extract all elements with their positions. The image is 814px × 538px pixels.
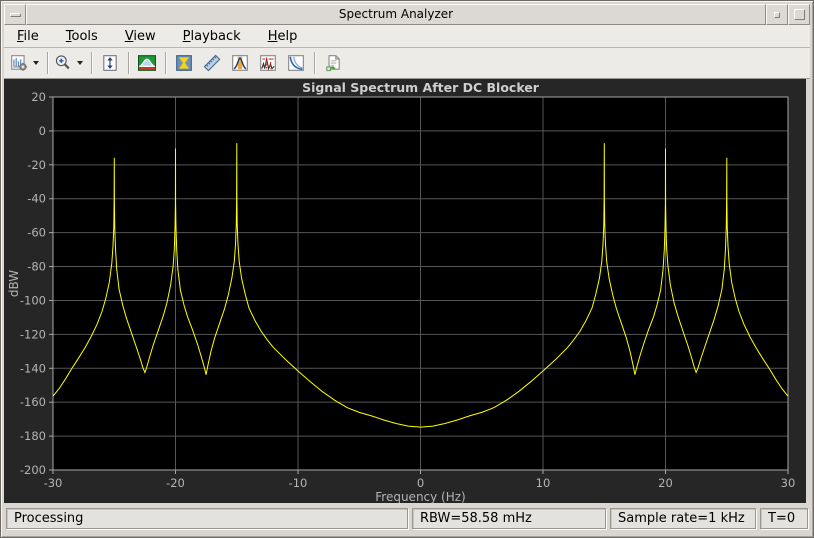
maximize-button[interactable] — [788, 4, 810, 25]
spectrum-plot[interactable]: -30 -20 -10 0 10 20 30200-20-40-60-80-100-120-… — [4, 79, 806, 503]
fit-view-icon — [101, 54, 119, 72]
minimize-button[interactable] — [766, 4, 788, 25]
ruler-icon — [203, 54, 221, 72]
y-tick-label: -40 — [27, 192, 46, 206]
measurements-button[interactable] — [199, 50, 225, 76]
plot-panel: -30 -20 -10 0 10 20 30 20 0 -20 -40 -60 -80 -100 -120-… — [4, 79, 806, 503]
distortion-icon — [259, 54, 277, 72]
window-menu-icon — [9, 12, 21, 17]
toolbar — [4, 48, 810, 79]
chart-title: Signal Spectrum After DC Blocker — [302, 80, 540, 95]
status-processing: Processing — [6, 508, 408, 529]
zoom-button[interactable] — [53, 50, 86, 76]
spectrum-icon — [138, 54, 156, 72]
menu-item-help[interactable]: Help — [267, 28, 298, 44]
menubar: File Tools View Playback Help — [4, 25, 810, 48]
spectrum-spectrogram-button[interactable] — [134, 50, 160, 76]
y-axis-label: dBW — [7, 270, 21, 297]
fit-to-view-button[interactable] — [97, 50, 123, 76]
y-tick-label: -20 — [27, 158, 46, 172]
x-tick-label: -30 — [44, 476, 63, 490]
maximize-icon — [793, 9, 805, 20]
window-menu-button[interactable] — [4, 4, 26, 25]
y-tick-label: -140 — [20, 361, 46, 375]
zoom-in-icon — [54, 54, 72, 72]
distortion-measurements-button[interactable] — [255, 50, 281, 76]
spectrum-trace — [52, 143, 789, 428]
x-tick-label: 20 — [658, 476, 673, 490]
generate-script-button[interactable] — [320, 50, 346, 76]
x-tick-label: -10 — [289, 476, 308, 490]
status-time: T=0 — [760, 508, 808, 529]
x-tick-label: 10 — [536, 476, 551, 490]
toolbar-separator — [314, 52, 315, 74]
y-tick-label: -60 — [27, 226, 46, 240]
spectrum-settings-button[interactable] — [9, 50, 42, 76]
x-tick-label: 0 — [417, 476, 424, 490]
menu-item-view[interactable]: View — [124, 28, 156, 44]
toolbar-separator — [47, 52, 48, 74]
x-tick-label: 30 — [781, 476, 796, 490]
menu-item-tools[interactable]: Tools — [65, 28, 98, 44]
minimize-icon — [774, 11, 780, 18]
y-tick-label: -200 — [20, 463, 46, 477]
settings-chart-icon — [10, 54, 28, 72]
toolbar-separator — [128, 52, 129, 74]
spectral-mask-button[interactable] — [171, 50, 197, 76]
toolbar-separator — [165, 52, 166, 74]
y-tick-label: -80 — [27, 260, 46, 274]
y-tick-label: 20 — [31, 90, 46, 104]
toolbar-separator — [91, 52, 92, 74]
status-rbw: RBW=58.58 mHz — [412, 508, 606, 529]
x-tick-label: -20 — [166, 476, 185, 490]
chevron-down-icon[interactable] — [33, 61, 39, 65]
y-tick-label: -120 — [20, 327, 46, 341]
y-tick-label: 0 — [39, 124, 46, 138]
menu-item-file[interactable]: File — [17, 28, 39, 44]
y-tick-label: -180 — [20, 429, 46, 443]
y-tick-label: -160 — [20, 395, 46, 409]
titlebar: Spectrum Analyzer — [4, 4, 810, 25]
chevron-down-icon[interactable] — [77, 61, 83, 65]
menu-item-playback[interactable]: Playback — [182, 28, 241, 44]
y-tick-label: -100 — [20, 293, 46, 307]
ccdf-measurements-button[interactable] — [283, 50, 309, 76]
axes-border — [52, 96, 789, 471]
statusbar: Processing RBW=58.58 mHz Sample rate=1 k… — [4, 503, 810, 534]
peak-finder-button[interactable] — [227, 50, 253, 76]
spectral-mask-icon — [175, 54, 193, 72]
status-sample-rate: Sample rate=1 kHz — [610, 508, 756, 529]
ccdf-icon — [287, 54, 305, 72]
x-axis-label: Frequency (Hz) — [375, 490, 466, 503]
window-title: Spectrum Analyzer — [26, 4, 766, 25]
peak-finder-icon — [231, 54, 249, 72]
script-icon — [324, 54, 342, 72]
